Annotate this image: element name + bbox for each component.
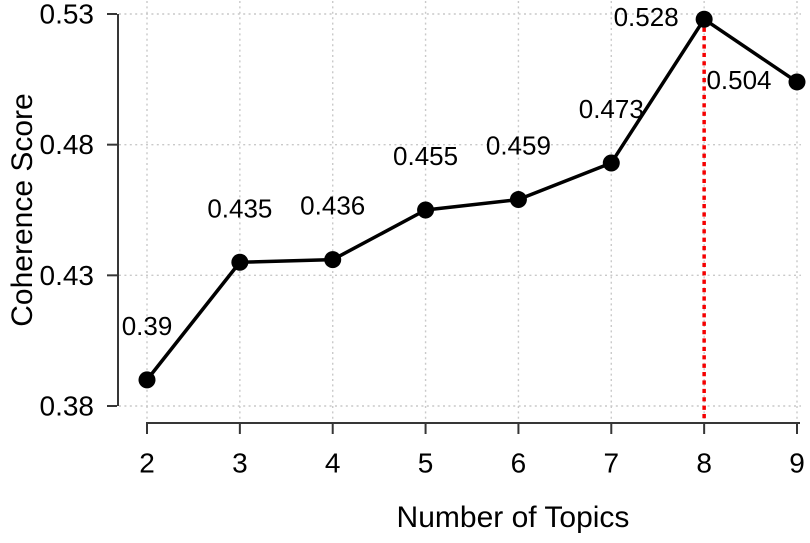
series-line [145, 17, 799, 382]
data-point-label: 0.504 [706, 65, 771, 95]
y-tick-label: 0.53 [40, 0, 95, 30]
data-point [138, 371, 156, 389]
x-tick-label: 2 [139, 448, 155, 479]
x-axis-title: Number of Topics [396, 501, 630, 534]
data-point [788, 73, 806, 91]
y-tick-label: 0.48 [40, 129, 95, 160]
data-point [417, 201, 435, 219]
data-point-label: 0.435 [207, 193, 272, 223]
x-tick-label: 4 [325, 448, 341, 479]
data-point [324, 251, 342, 269]
data-point-label: 0.459 [486, 131, 551, 161]
data-point-label: 0.436 [300, 191, 365, 221]
data-point-label: 0.473 [579, 94, 644, 124]
x-tick-label: 9 [789, 448, 805, 479]
x-tick-label: 7 [603, 448, 619, 479]
data-point [602, 154, 620, 172]
data-point [509, 191, 527, 209]
data-point-label: 0.39 [122, 311, 173, 341]
x-tick-label: 5 [418, 448, 434, 479]
data-point [695, 10, 713, 28]
y-tick-label: 0.38 [40, 391, 95, 422]
y-tick-label: 0.43 [40, 260, 95, 291]
x-tick-label: 6 [511, 448, 527, 479]
data-point-label: 0.528 [614, 2, 679, 32]
x-tick-label: 3 [232, 448, 248, 479]
data-point [231, 253, 249, 271]
x-tick-label: 8 [696, 448, 712, 479]
y-axis-title: Coherence Score [6, 93, 39, 327]
data-point-label: 0.455 [393, 141, 458, 171]
